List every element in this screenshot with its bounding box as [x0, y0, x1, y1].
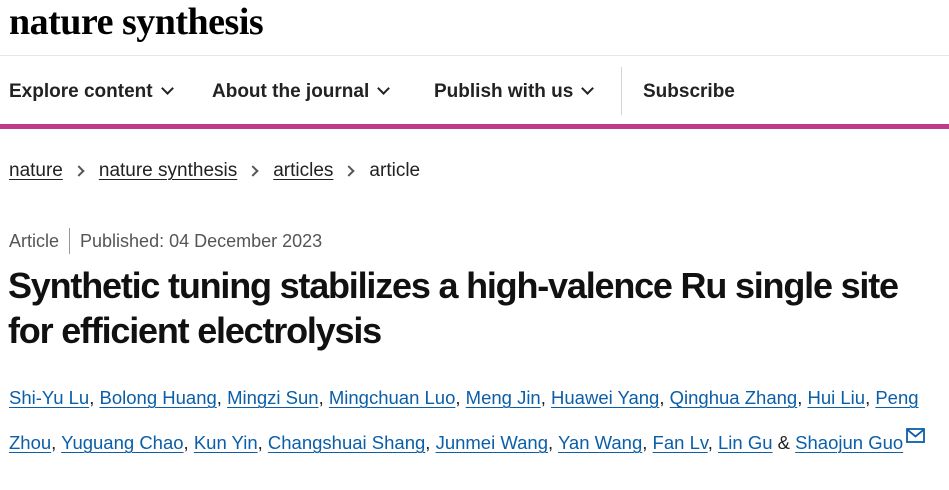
breadcrumb-nature[interactable]: nature: [9, 160, 63, 181]
author-separator: ,: [89, 387, 95, 408]
author-link[interactable]: Shaojun Guo: [795, 432, 904, 453]
author-link[interactable]: Lin Gu: [718, 432, 773, 453]
chevron-right-icon: [73, 165, 85, 177]
nav-explore-content[interactable]: Explore content: [9, 57, 174, 126]
author-link[interactable]: Junmei Wang: [435, 432, 548, 453]
author-conjunction: &: [777, 432, 791, 453]
article-title: Synthetic tuning stabilizes a high-valen…: [8, 263, 948, 353]
author-separator: ,: [51, 432, 57, 453]
author-link[interactable]: Fan Lv: [652, 432, 708, 453]
author-link[interactable]: Meng Jin: [465, 387, 541, 408]
journal-logo[interactable]: nature synthesis: [9, 1, 264, 43]
author-separator: ,: [257, 432, 263, 453]
author-separator: ,: [318, 387, 324, 408]
breadcrumb-current: article: [369, 160, 421, 181]
author-separator: ,: [540, 387, 546, 408]
author-link[interactable]: Yuguang Chao: [61, 432, 184, 453]
author-link[interactable]: Huawei Yang: [551, 387, 660, 408]
nav-item-label: About the journal: [212, 80, 370, 102]
chevron-down-icon: [581, 82, 595, 95]
author-separator: ,: [865, 387, 871, 408]
author-link[interactable]: Peng Zhou: [9, 387, 919, 453]
author-link[interactable]: Changshuai Shang: [267, 432, 426, 453]
article-title-line-1: Synthetic tuning stabilizes a high-valen…: [8, 265, 899, 306]
author-link[interactable]: Bolong Huang: [99, 387, 217, 408]
nav-about-the-journal[interactable]: About the journal: [212, 57, 391, 126]
mail-icon[interactable]: [906, 417, 926, 456]
chevron-down-icon: [377, 82, 391, 95]
author-list: Shi-Yu Lu, Bolong Huang, Mingzi Sun, Min…: [9, 378, 944, 462]
main-nav: Explore content About the journal Publis…: [0, 57, 949, 126]
author-link[interactable]: Qinghua Zhang: [669, 387, 798, 408]
author-separator: ,: [797, 387, 803, 408]
author-separator: ,: [425, 432, 431, 453]
article-title-line-2: for efficient electrolysis: [8, 310, 382, 351]
author-separator: ,: [707, 432, 713, 453]
nav-item-label: Explore content: [9, 80, 153, 102]
author-separator: ,: [547, 432, 554, 453]
published-date: Published: 04 December 2023: [80, 230, 323, 251]
article-type: Article: [9, 230, 60, 251]
breadcrumb-articles[interactable]: articles: [273, 160, 334, 181]
meta-divider: [69, 228, 71, 254]
nav-item-label: Subscribe: [643, 80, 735, 102]
author-separator: ,: [216, 387, 222, 408]
chevron-right-icon: [343, 165, 356, 177]
author-separator: ,: [183, 432, 189, 453]
nav-accent-bar: [0, 124, 949, 129]
author-link[interactable]: Shi-Yu Lu: [9, 387, 90, 408]
author-link[interactable]: Yan Wang: [557, 432, 643, 453]
author-separator: ,: [659, 387, 665, 408]
nav-publish-with-us[interactable]: Publish with us: [434, 57, 595, 126]
breadcrumb: nature nature synthesis articles article: [9, 158, 420, 184]
author-link[interactable]: Mingzi Sun: [227, 387, 319, 408]
nav-divider: [621, 67, 622, 115]
breadcrumb-nature-synthesis[interactable]: nature synthesis: [98, 160, 238, 181]
article-meta: Article Published: 04 December 2023: [9, 228, 322, 254]
author-separator: ,: [455, 387, 461, 408]
author-link[interactable]: Kun Yin: [193, 432, 258, 453]
nav-item-label: Publish with us: [434, 80, 574, 102]
chevron-right-icon: [247, 165, 259, 177]
author-separator: ,: [642, 432, 648, 453]
nav-subscribe[interactable]: Subscribe: [643, 57, 735, 126]
author-link[interactable]: Hui Liu: [807, 387, 866, 408]
author-link[interactable]: Mingchuan Luo: [328, 387, 456, 408]
logo-bar: nature synthesis: [0, 0, 949, 56]
chevron-down-icon: [160, 82, 174, 95]
